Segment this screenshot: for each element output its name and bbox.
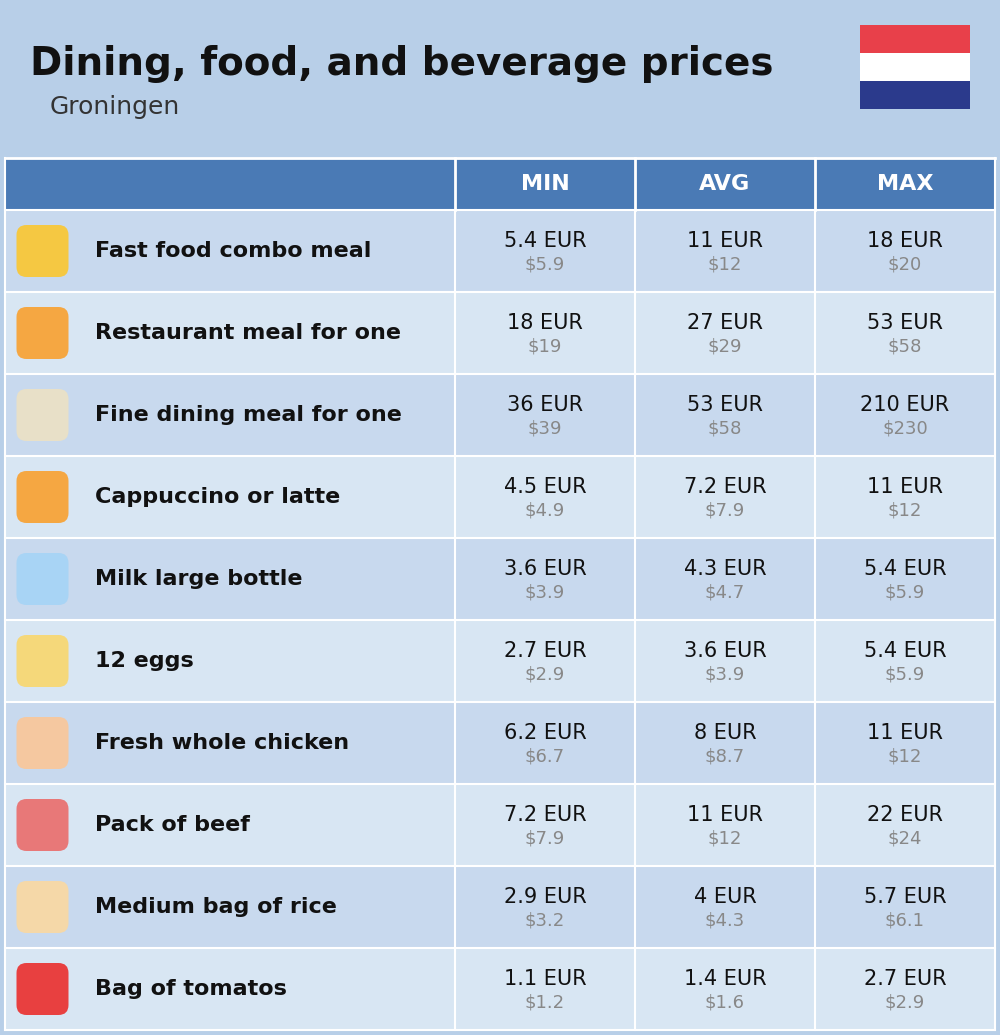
Text: 53 EUR: 53 EUR <box>867 313 943 333</box>
Text: $58: $58 <box>888 338 922 356</box>
Text: 3.6 EUR: 3.6 EUR <box>684 641 766 661</box>
Text: 5.4 EUR: 5.4 EUR <box>864 641 946 661</box>
Text: $6.1: $6.1 <box>885 912 925 930</box>
Text: 12 eggs: 12 eggs <box>95 651 194 671</box>
Text: $3.9: $3.9 <box>525 584 565 602</box>
Text: $5.9: $5.9 <box>885 666 925 684</box>
Text: $24: $24 <box>888 830 922 848</box>
Text: $2.9: $2.9 <box>885 994 925 1012</box>
Text: $8.7: $8.7 <box>705 748 745 766</box>
Bar <box>5 210 995 292</box>
Text: Fresh whole chicken: Fresh whole chicken <box>95 733 349 753</box>
Text: $3.2: $3.2 <box>525 912 565 930</box>
Text: 5.4 EUR: 5.4 EUR <box>504 231 586 252</box>
FancyBboxPatch shape <box>16 553 68 605</box>
Text: $230: $230 <box>882 420 928 438</box>
Text: 11 EUR: 11 EUR <box>867 723 943 743</box>
Bar <box>5 374 995 456</box>
Text: 2.9 EUR: 2.9 EUR <box>504 887 586 907</box>
Text: $58: $58 <box>708 420 742 438</box>
Text: $7.9: $7.9 <box>705 502 745 520</box>
Text: $29: $29 <box>708 338 742 356</box>
Text: 1.4 EUR: 1.4 EUR <box>684 969 766 989</box>
Text: 3.6 EUR: 3.6 EUR <box>504 559 586 579</box>
Text: 2.7 EUR: 2.7 EUR <box>864 969 946 989</box>
Bar <box>5 538 995 620</box>
Text: Fast food combo meal: Fast food combo meal <box>95 241 371 261</box>
Text: Pack of beef: Pack of beef <box>95 815 250 835</box>
Text: 4.3 EUR: 4.3 EUR <box>684 559 766 579</box>
Text: Medium bag of rice: Medium bag of rice <box>95 897 337 917</box>
Bar <box>5 158 995 210</box>
Text: 210 EUR: 210 EUR <box>860 395 950 415</box>
Bar <box>5 866 995 948</box>
Bar <box>5 292 995 374</box>
FancyBboxPatch shape <box>16 717 68 769</box>
Bar <box>860 53 970 81</box>
Text: AVG: AVG <box>699 174 751 194</box>
Text: $4.7: $4.7 <box>705 584 745 602</box>
Bar <box>5 456 995 538</box>
Text: 1.1 EUR: 1.1 EUR <box>504 969 586 989</box>
Text: $19: $19 <box>528 338 562 356</box>
Text: 2.7 EUR: 2.7 EUR <box>504 641 586 661</box>
Text: Fine dining meal for one: Fine dining meal for one <box>95 405 402 425</box>
Text: $2.9: $2.9 <box>525 666 565 684</box>
Text: $6.7: $6.7 <box>525 748 565 766</box>
Bar <box>5 948 995 1030</box>
Text: 5.7 EUR: 5.7 EUR <box>864 887 946 907</box>
Text: 7.2 EUR: 7.2 EUR <box>684 477 766 497</box>
Text: $4.3: $4.3 <box>705 912 745 930</box>
FancyBboxPatch shape <box>16 881 68 933</box>
Text: 6.2 EUR: 6.2 EUR <box>504 723 586 743</box>
FancyBboxPatch shape <box>16 963 68 1015</box>
FancyBboxPatch shape <box>16 389 68 441</box>
Text: $7.9: $7.9 <box>525 830 565 848</box>
Text: $5.9: $5.9 <box>885 584 925 602</box>
FancyBboxPatch shape <box>16 225 68 277</box>
Text: Bag of tomatos: Bag of tomatos <box>95 979 287 999</box>
Text: $4.9: $4.9 <box>525 502 565 520</box>
Text: 22 EUR: 22 EUR <box>867 805 943 825</box>
Text: MAX: MAX <box>877 174 933 194</box>
Text: $3.9: $3.9 <box>705 666 745 684</box>
Text: 53 EUR: 53 EUR <box>687 395 763 415</box>
Text: $5.9: $5.9 <box>525 256 565 274</box>
Text: Groningen: Groningen <box>50 95 180 119</box>
Text: 11 EUR: 11 EUR <box>867 477 943 497</box>
Text: $20: $20 <box>888 256 922 274</box>
Text: 36 EUR: 36 EUR <box>507 395 583 415</box>
FancyBboxPatch shape <box>16 799 68 851</box>
Text: 5.4 EUR: 5.4 EUR <box>864 559 946 579</box>
Bar <box>860 81 970 109</box>
Bar <box>5 702 995 783</box>
Text: $1.6: $1.6 <box>705 994 745 1012</box>
Text: MIN: MIN <box>521 174 569 194</box>
Text: 7.2 EUR: 7.2 EUR <box>504 805 586 825</box>
Text: 18 EUR: 18 EUR <box>867 231 943 252</box>
Text: Milk large bottle: Milk large bottle <box>95 569 302 589</box>
FancyBboxPatch shape <box>16 471 68 523</box>
Bar <box>860 25 970 53</box>
Text: Dining, food, and beverage prices: Dining, food, and beverage prices <box>30 45 774 83</box>
Text: $12: $12 <box>708 830 742 848</box>
Text: 18 EUR: 18 EUR <box>507 313 583 333</box>
Text: Cappuccino or latte: Cappuccino or latte <box>95 487 340 507</box>
Text: $12: $12 <box>888 748 922 766</box>
Bar <box>5 620 995 702</box>
FancyBboxPatch shape <box>16 307 68 359</box>
Text: $39: $39 <box>528 420 562 438</box>
Bar <box>5 783 995 866</box>
Text: $1.2: $1.2 <box>525 994 565 1012</box>
Text: $12: $12 <box>708 256 742 274</box>
Text: 11 EUR: 11 EUR <box>687 231 763 252</box>
Text: 4 EUR: 4 EUR <box>694 887 756 907</box>
FancyBboxPatch shape <box>16 635 68 687</box>
Text: 11 EUR: 11 EUR <box>687 805 763 825</box>
Text: 8 EUR: 8 EUR <box>694 723 756 743</box>
Text: Restaurant meal for one: Restaurant meal for one <box>95 323 401 343</box>
Text: 4.5 EUR: 4.5 EUR <box>504 477 586 497</box>
Text: 27 EUR: 27 EUR <box>687 313 763 333</box>
Text: $12: $12 <box>888 502 922 520</box>
